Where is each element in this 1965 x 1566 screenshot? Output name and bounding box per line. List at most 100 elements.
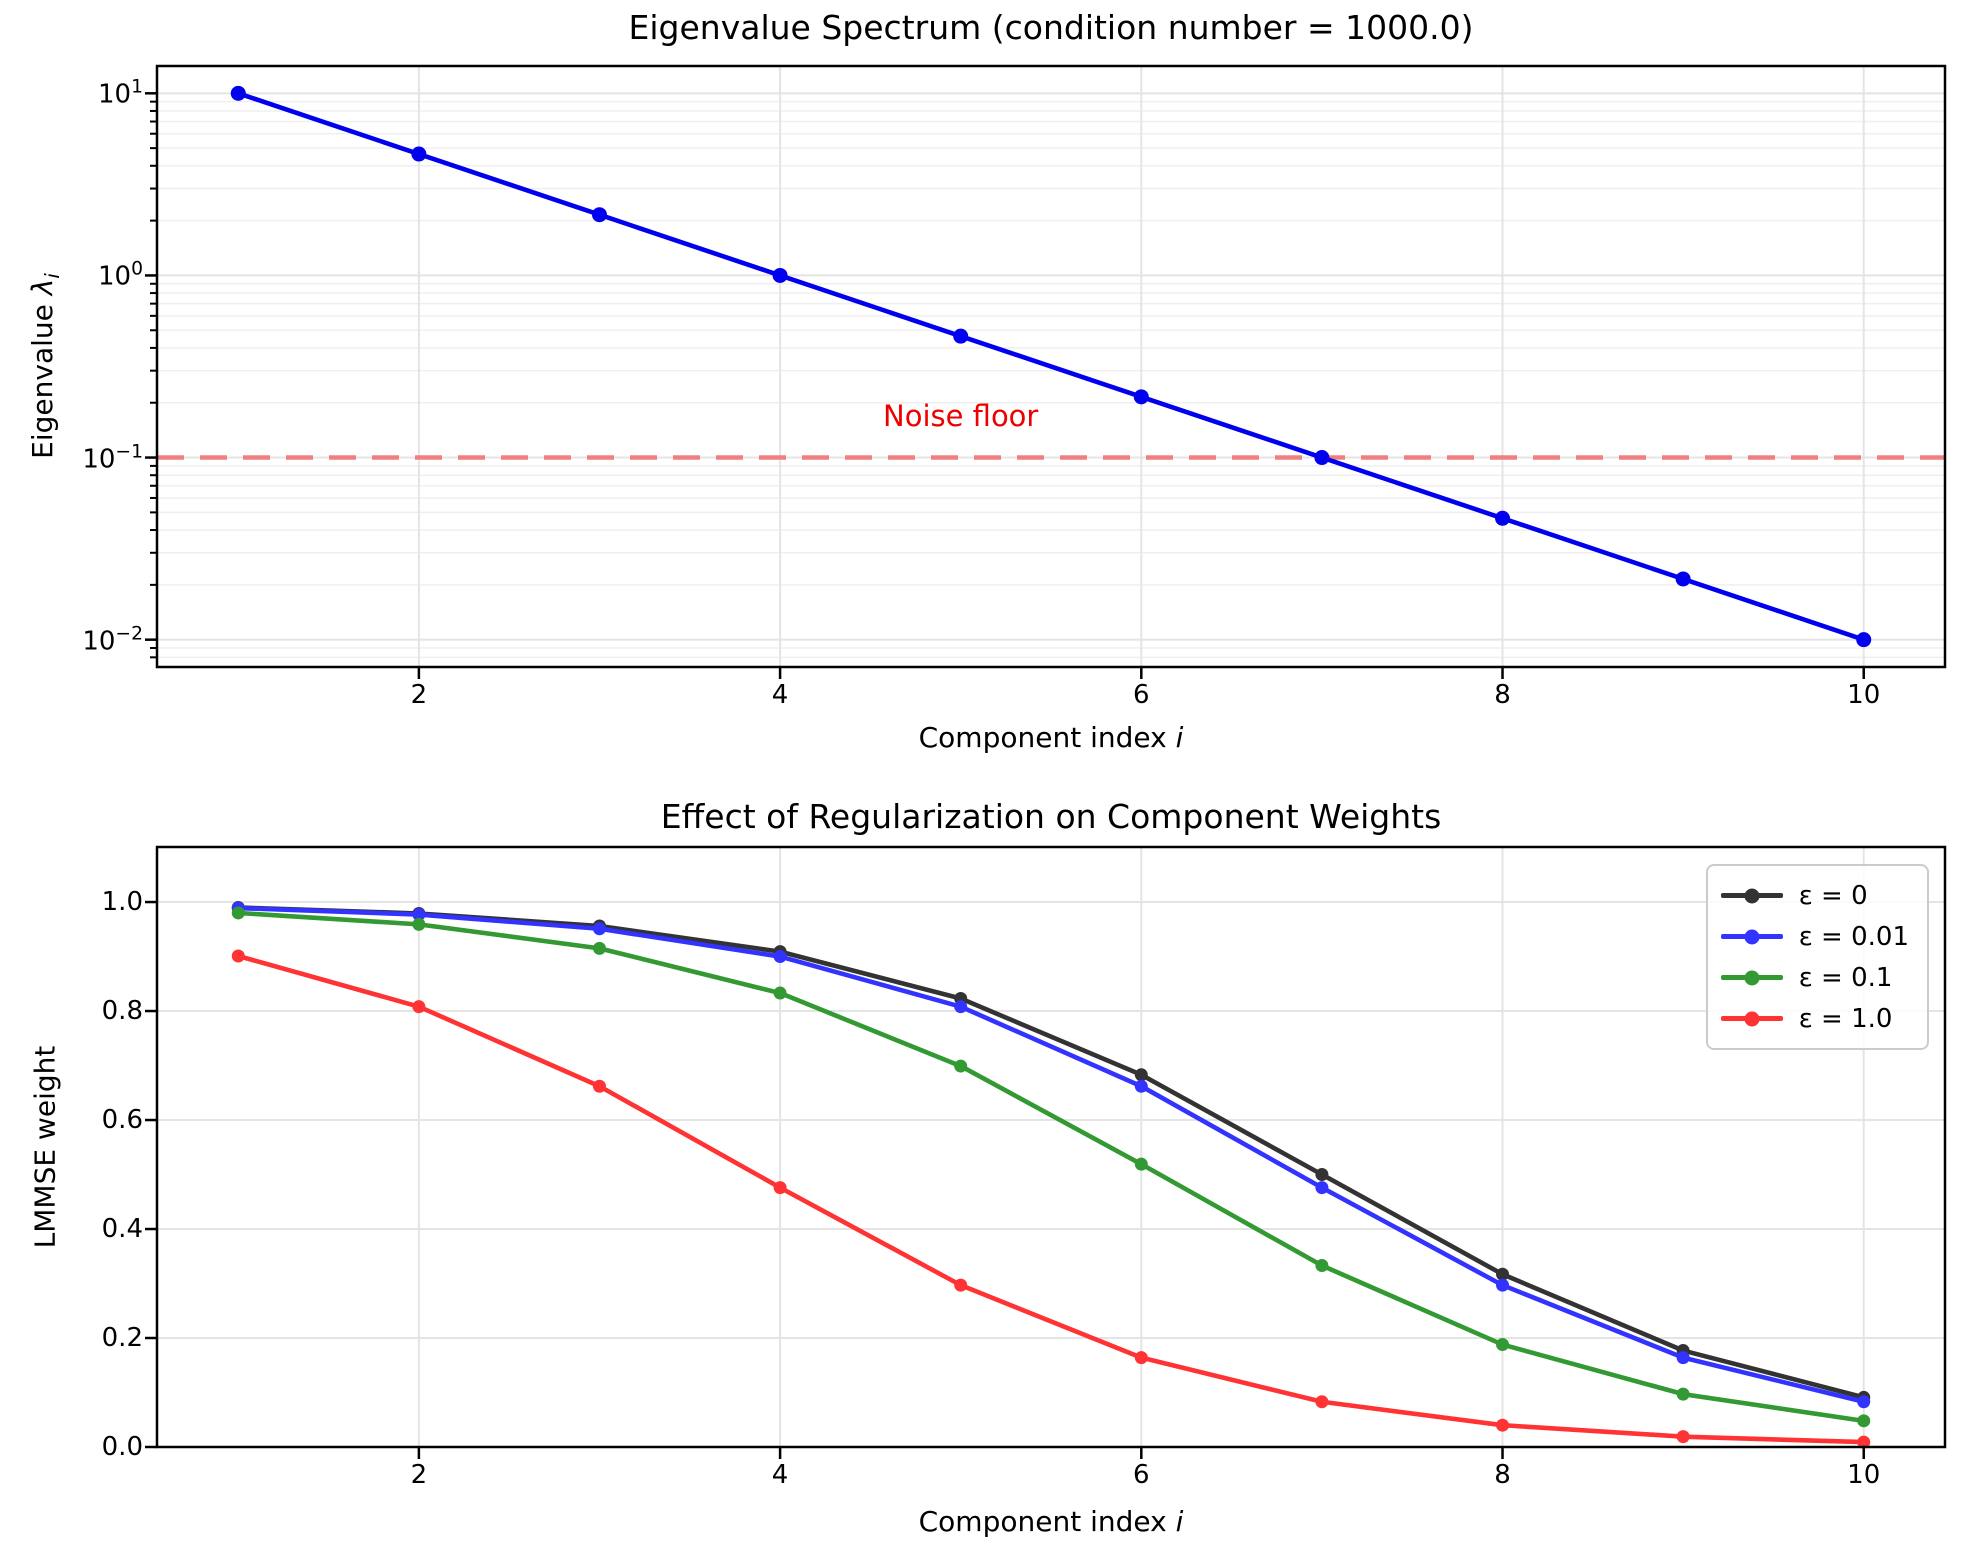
data-point-marker <box>1496 1338 1510 1352</box>
data-point-marker <box>231 906 245 920</box>
legend-entry: ε = 1.0 <box>1720 998 1909 1039</box>
series-line <box>235 910 1867 1424</box>
series-ε=1.0 <box>231 949 1871 1449</box>
data-point-marker <box>1134 1351 1148 1365</box>
series-ε=0.1 <box>231 906 1871 1428</box>
data-point-marker <box>1496 1278 1510 1292</box>
y-tick-label: 1.0 <box>101 887 143 918</box>
data-point-marker <box>591 207 607 223</box>
data-point-marker <box>592 922 606 936</box>
y-tick-label: 0.6 <box>101 1105 143 1136</box>
bottom-plot-title: Effect of Regularization on Component We… <box>660 797 1442 836</box>
series-line <box>235 905 1867 1405</box>
eigenvalue-plot-canvas <box>145 64 1947 679</box>
y-tick-label: 0.4 <box>101 1214 143 1245</box>
legend-marker-dot <box>1744 970 1760 985</box>
data-point-marker <box>1496 1267 1510 1281</box>
data-point-marker <box>1495 510 1511 526</box>
legend-line-swatch <box>1720 888 1783 903</box>
series-line <box>235 905 1867 1400</box>
legend-label: ε = 0.1 <box>1798 962 1893 993</box>
x-tick-label: 4 <box>771 1460 789 1490</box>
data-point-marker <box>231 949 245 963</box>
data-point-marker <box>1676 1387 1690 1401</box>
series-line <box>235 91 1867 642</box>
regularization-weights-axes: Effect of Regularization on Component We… <box>29 798 1947 1538</box>
data-point-marker <box>1134 1157 1148 1171</box>
data-point-marker <box>1315 1181 1329 1195</box>
data-point-marker <box>1315 1168 1329 1182</box>
major-ticks <box>145 900 1865 1459</box>
y-tick-label: 0.8 <box>101 996 143 1027</box>
legend-line-swatch <box>1720 929 1783 944</box>
x-tick-label: 4 <box>771 680 789 710</box>
legend-line-swatch <box>1720 1011 1783 1026</box>
data-point-marker <box>1856 632 1872 648</box>
legend-marker-dot <box>1744 888 1760 903</box>
legend-line-swatch <box>1720 970 1783 985</box>
data-point-marker <box>1857 1414 1871 1428</box>
data-point-marker <box>773 950 787 964</box>
data-point-marker <box>953 328 969 344</box>
series-ε=0.01 <box>231 901 1871 1409</box>
data-point-marker <box>412 917 426 931</box>
y-tick-label: 0.0 <box>101 1432 143 1462</box>
data-point-marker <box>1496 1418 1510 1432</box>
y-tick-label: 101 <box>98 76 143 110</box>
data-point-marker <box>1857 1435 1871 1449</box>
x-tick-label: 10 <box>1847 680 1881 710</box>
axes-spines <box>155 64 1947 669</box>
data-point-marker <box>1134 1068 1148 1082</box>
data-point-marker <box>954 1278 968 1292</box>
legend-label: ε = 0 <box>1798 880 1868 911</box>
data-point-marker <box>1315 1259 1329 1273</box>
legend-entry: ε = 0.1 <box>1720 957 1909 998</box>
legend-marker-dot <box>1744 929 1760 944</box>
noise-floor-annotation: Noise floor <box>883 398 1039 433</box>
data-point-marker <box>773 1181 787 1195</box>
data-point-marker <box>1675 571 1691 587</box>
x-tick-label: 6 <box>1133 680 1150 710</box>
data-point-marker <box>1134 1079 1148 1093</box>
data-point-marker <box>230 85 246 101</box>
legend-box: ε = 0 ε = 0.01 ε = 0.1 ε = 1.0 <box>1705 864 1929 1050</box>
bottom-x-axis-label: Component index i <box>918 1505 1184 1538</box>
series-line <box>235 953 1867 1445</box>
series-eigenvalues <box>230 85 1872 648</box>
data-point-marker <box>1676 1351 1690 1365</box>
axes-spines <box>155 845 1947 1449</box>
top-plot-title: Eigenvalue Spectrum (condition number = … <box>628 8 1474 47</box>
x-tick-label: 8 <box>1494 680 1511 710</box>
y-tick-label: 0.2 <box>101 1323 143 1353</box>
eigenvalue-spectrum-axes: Eigenvalue Spectrum (condition number = … <box>26 9 1947 754</box>
data-point-marker <box>954 1059 968 1073</box>
top-x-axis-label: Component index i <box>918 721 1184 754</box>
data-point-marker <box>411 146 427 162</box>
data-point-marker <box>1676 1430 1690 1444</box>
major-ticks <box>145 92 1865 679</box>
weights-plot-canvas <box>145 845 1947 1459</box>
y-minor-gridlines <box>157 100 1945 659</box>
x-tick-label: 6 <box>1133 1460 1150 1490</box>
y-tick-label: 100 <box>98 259 143 292</box>
data-point-marker <box>954 1000 968 1014</box>
legend-label: ε = 0.01 <box>1798 921 1909 952</box>
y-tick-label: 10−2 <box>82 623 143 656</box>
data-point-marker <box>772 267 788 283</box>
y-tick-label: 10−1 <box>82 441 143 474</box>
data-point-marker <box>412 908 426 922</box>
x-tick-label: 2 <box>410 680 428 710</box>
legend-label: ε = 1.0 <box>1798 1003 1893 1034</box>
series-ε=0 <box>231 900 1871 1404</box>
data-point-marker <box>1314 450 1330 466</box>
data-point-marker <box>1133 389 1149 405</box>
data-point-marker <box>1857 1395 1871 1409</box>
major-gridlines <box>157 66 1945 667</box>
x-tick-label: 10 <box>1847 1460 1881 1490</box>
legend-marker-dot <box>1744 1011 1760 1026</box>
data-point-marker <box>592 1079 606 1093</box>
x-tick-label: 2 <box>410 1460 428 1490</box>
legend-entry: ε = 0.01 <box>1720 916 1909 957</box>
data-point-marker <box>592 941 606 955</box>
